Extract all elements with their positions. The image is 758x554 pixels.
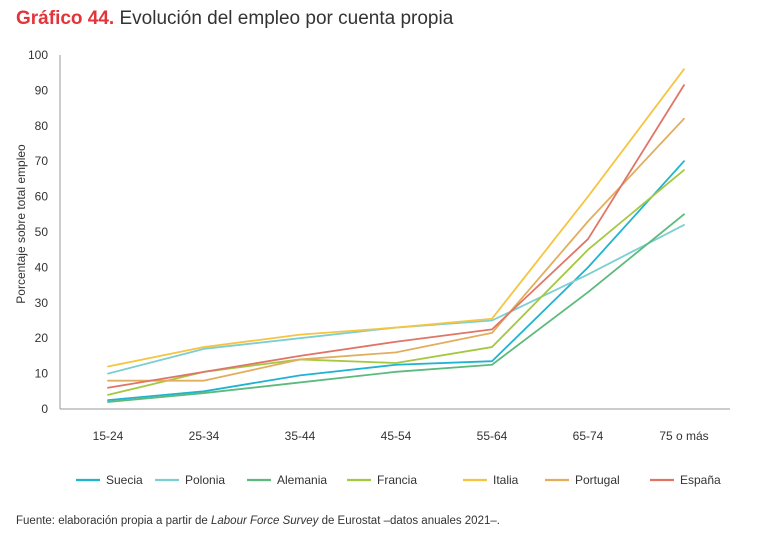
- legend-item-suecia: Suecia: [76, 473, 143, 487]
- chart-series: [107, 68, 685, 403]
- legend-label: España: [680, 473, 721, 487]
- x-tick-label: 65-74: [573, 429, 604, 443]
- y-tick-label: 0: [41, 402, 48, 416]
- y-tick-label: 20: [35, 331, 49, 345]
- legend-item-españa: España: [650, 473, 721, 487]
- y-tick-label: 90: [35, 83, 49, 97]
- x-tick-label: 35-44: [285, 429, 316, 443]
- chart-legend: Suecia Polonia Alemania Francia Italia Portug…: [76, 473, 721, 487]
- series-line-portugal: [107, 117, 685, 382]
- y-tick-label: 80: [35, 119, 49, 133]
- series-line-españa: [107, 84, 685, 389]
- legend-item-francia: Francia: [347, 473, 417, 487]
- x-tick-label: 45-54: [381, 429, 412, 443]
- legend-label: Portugal: [575, 473, 620, 487]
- chart-axes: [59, 55, 730, 410]
- source-note: Fuente: elaboración propia a partir de L…: [16, 515, 500, 527]
- y-tick-label: 10: [35, 367, 49, 381]
- legend-label: Polonia: [185, 473, 225, 487]
- legend-item-polonia: Polonia: [155, 473, 225, 487]
- x-tick-label: 25-34: [189, 429, 220, 443]
- x-tick-label: 55-64: [477, 429, 508, 443]
- legend-item-italia: Italia: [463, 473, 519, 487]
- source-prefix: Fuente: elaboración propia a partir de: [16, 515, 211, 527]
- source-italic: Labour Force Survey: [210, 515, 319, 527]
- x-tick-label: 15-24: [93, 429, 124, 443]
- x-axis-ticks: 15-24 25-34 35-44 45-54 55-64 65-74 75 o más: [93, 429, 709, 443]
- y-axis-label: Porcentaje sobre total empleo: [14, 144, 28, 304]
- legend-label: Italia: [493, 473, 519, 487]
- legend-label: Alemania: [277, 473, 327, 487]
- y-tick-label: 70: [35, 154, 49, 168]
- series-line-suecia: [107, 160, 685, 402]
- y-tick-label: 30: [35, 296, 49, 310]
- y-axis-ticks: 0 10 20 30 40 50 60 70 80 90 100: [28, 48, 48, 416]
- legend-label: Francia: [377, 473, 417, 487]
- series-line-francia: [107, 169, 685, 396]
- y-tick-label: 40: [35, 260, 49, 274]
- legend-label: Suecia: [106, 473, 143, 487]
- chart-title-text: Evolución del empleo por cuenta propia: [119, 8, 454, 29]
- chart-title: Gráfico 44. Evolución del empleo por cue…: [16, 8, 453, 30]
- legend-item-alemania: Alemania: [247, 473, 327, 487]
- y-tick-label: 100: [28, 48, 48, 62]
- series-line-polonia: [107, 224, 685, 375]
- x-tick-label: 75 o más: [659, 429, 708, 443]
- legend-item-portugal: Portugal: [545, 473, 620, 487]
- series-line-italia: [107, 68, 685, 368]
- y-tick-label: 50: [35, 225, 49, 239]
- series-line-alemania: [107, 213, 685, 403]
- y-tick-label: 60: [35, 190, 49, 204]
- chart-number: Gráfico 44.: [16, 8, 115, 29]
- source-suffix: de Eurostat –datos anuales 2021–.: [318, 515, 500, 527]
